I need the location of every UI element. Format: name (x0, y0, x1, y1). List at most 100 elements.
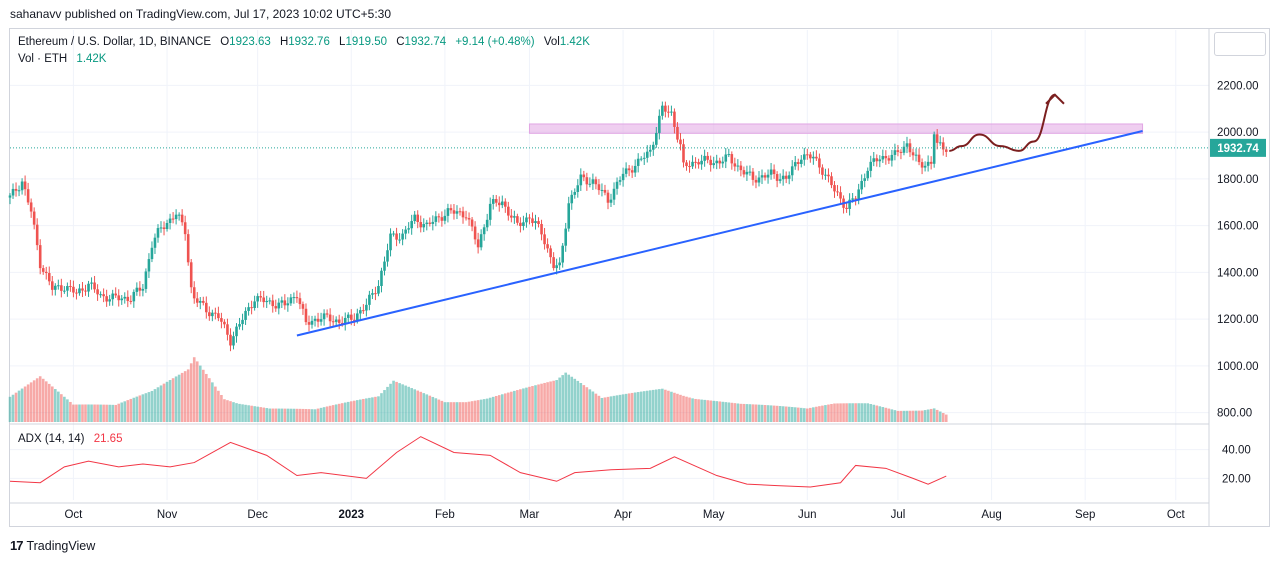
volume-bar (47, 383, 51, 422)
candle-body (464, 217, 468, 219)
volume-bar (763, 405, 767, 422)
volume-bar (636, 392, 640, 422)
candle-body (630, 170, 634, 173)
candle-body (802, 154, 806, 160)
time-tick-label: Oct (1167, 509, 1186, 521)
volume-bar (727, 402, 731, 422)
candle-body (766, 174, 770, 178)
chart-frame[interactable] (9, 28, 1270, 527)
volume-bar (549, 381, 552, 422)
resistance-zone-layer (528, 123, 1144, 134)
volume-bar (377, 396, 380, 422)
time-tick-label: Apr (614, 509, 632, 521)
adx-tick-label: 20.00 (1222, 473, 1251, 485)
candle-body (627, 168, 631, 171)
candle-body (386, 250, 389, 262)
volume-bar (914, 410, 918, 422)
candle-body (926, 161, 930, 166)
price-tick-label: 1800.00 (1217, 174, 1259, 186)
low-label: L (339, 36, 346, 48)
candle-body (180, 214, 184, 223)
candle-body (621, 173, 625, 181)
volume-bar (192, 357, 196, 422)
volume-bar (603, 397, 607, 422)
candle-body (120, 298, 124, 301)
volume-bar (507, 392, 510, 422)
volume-bar (567, 374, 571, 422)
candle-body (325, 313, 329, 315)
candle-body (177, 214, 181, 216)
volume-bar (633, 392, 637, 422)
volume-bar (298, 408, 302, 422)
volume-bar (706, 400, 709, 422)
volume-bar (78, 404, 81, 422)
volume-bar (401, 384, 404, 422)
volume-bar (597, 395, 601, 422)
volume-bar (232, 402, 235, 422)
candle-body (488, 203, 492, 220)
candle-body (778, 179, 782, 181)
candle-body (633, 165, 637, 173)
candle-body (380, 270, 383, 286)
volume-bar (229, 401, 232, 422)
candle-body (706, 155, 709, 160)
volume-bar (93, 404, 96, 422)
candle-body (899, 151, 903, 153)
candle-body (449, 208, 453, 211)
candle-body (162, 227, 166, 230)
candle-body (730, 154, 734, 164)
volume-bar (658, 389, 661, 422)
volume-bar (440, 400, 444, 422)
volume-bar (790, 407, 794, 422)
candle-body (718, 160, 722, 164)
volume-bar (818, 406, 821, 422)
candle-body (328, 314, 332, 322)
candle-body (283, 300, 287, 306)
volume-bar (582, 385, 586, 422)
candle-body (830, 176, 833, 186)
candle-body (917, 154, 921, 163)
volume-bar (516, 390, 519, 422)
candle-body (839, 192, 842, 199)
price-scale-box[interactable] (1214, 32, 1266, 56)
volume-bar (473, 400, 477, 422)
vol-label: Vol (543, 36, 560, 48)
candle-body (513, 216, 516, 218)
candle-body (72, 286, 75, 293)
volume-bar (845, 403, 848, 422)
candle-body (570, 194, 574, 204)
volume-bar (96, 404, 99, 422)
volume-bar (830, 404, 833, 422)
volume-bar (247, 405, 250, 422)
candle-body (902, 146, 906, 153)
candle-body (425, 222, 429, 225)
candle-body (500, 201, 504, 206)
resistance-zone (528, 123, 1144, 134)
candle-body (183, 222, 187, 235)
candle-body (153, 237, 157, 248)
volume-bar (449, 402, 453, 422)
candle-body (739, 165, 743, 171)
candle-body (304, 308, 308, 323)
candle-body (286, 303, 290, 306)
volume-bar (488, 397, 492, 422)
candle-body (476, 239, 480, 248)
candle-body (359, 310, 362, 314)
candle-body (310, 320, 314, 325)
candle-body (334, 319, 338, 322)
candle-body (129, 300, 133, 302)
volume-bar (23, 386, 27, 422)
volume-bar (135, 396, 139, 422)
volume-bar (183, 371, 187, 422)
candle-body (485, 219, 489, 228)
volume-bar (41, 378, 45, 422)
candle-body (751, 171, 755, 180)
candle-body (253, 301, 256, 308)
candle-body (410, 221, 413, 229)
candle-body (721, 161, 725, 164)
candle-body (561, 245, 564, 263)
volume-bar (733, 403, 737, 422)
candle-body (201, 300, 205, 303)
volume-bar (730, 402, 734, 422)
